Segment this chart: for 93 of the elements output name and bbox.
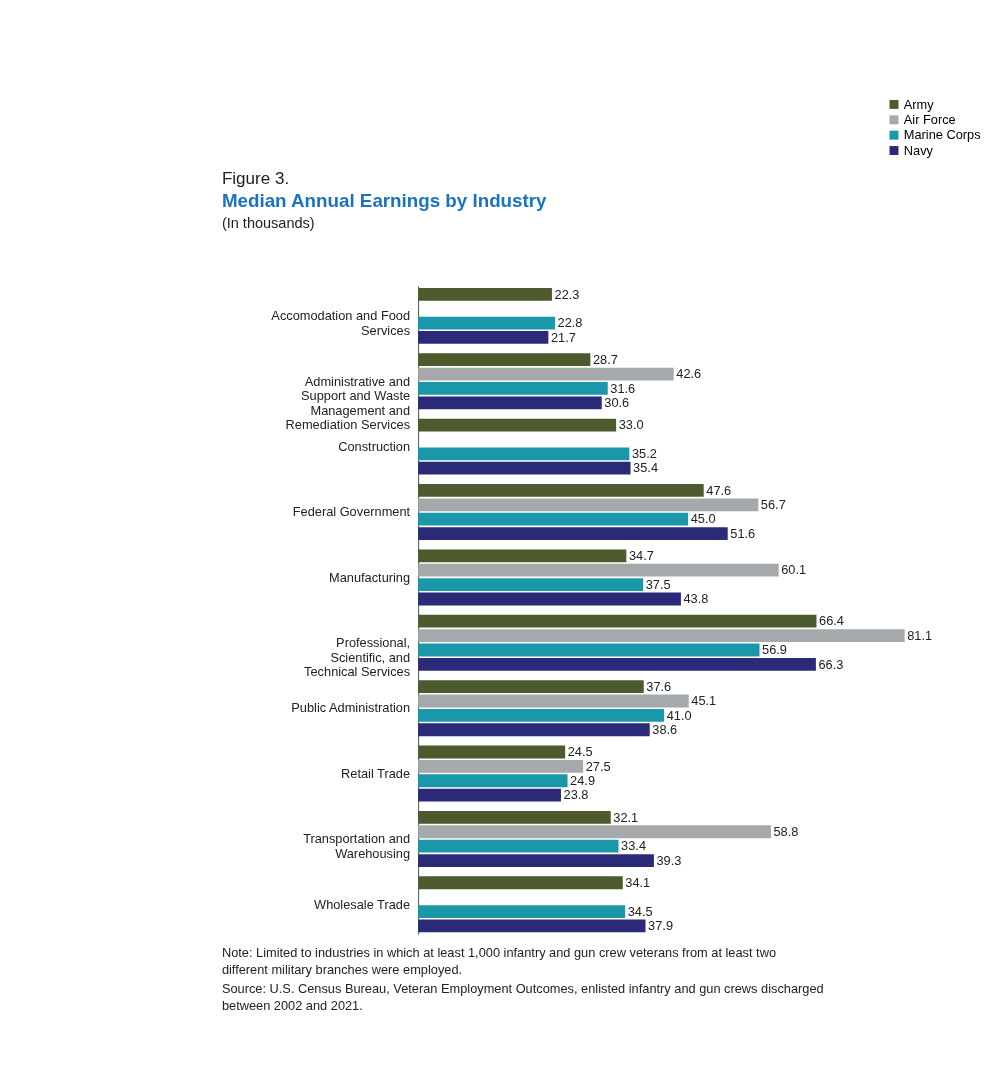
data-label: 43.8 (683, 591, 709, 607)
bar (418, 418, 617, 432)
bar (418, 810, 611, 824)
bar (418, 447, 630, 461)
data-label: 35.2 (631, 446, 657, 462)
bar (418, 592, 681, 606)
data-label: 21.7 (550, 329, 576, 345)
data-label: 34.1 (625, 875, 651, 891)
bar (418, 549, 627, 563)
bar (418, 774, 568, 788)
bar (418, 614, 817, 628)
y-tick-label: Professional, Scientific, and Technical Services (304, 635, 411, 680)
text: (In thousands) (221, 214, 315, 231)
data-label: 37.6 (646, 678, 672, 694)
data-label: 41.0 (666, 707, 692, 723)
data-label: 66.3 (818, 656, 844, 672)
source-note: Source: U.S. Census Bureau, Veteran Employment Outcomes, enlisted infantry and gun crews discharged between 2002 and 2021. (221, 981, 824, 1013)
data-label: 37.9 (648, 918, 674, 934)
y-tick-label: Federal Government (292, 504, 411, 520)
data-label: 31.6 (610, 380, 636, 396)
bar (418, 484, 704, 497)
data-label: 58.8 (773, 824, 799, 840)
data-label: 45.0 (690, 511, 716, 527)
data-label: 34.5 (627, 903, 653, 919)
legend-label: Army (903, 96, 935, 112)
bar (418, 708, 665, 722)
data-label: 56.9 (762, 642, 787, 658)
chart-title: Median Annual Earnings by Industry (221, 190, 548, 212)
legend-label: Air Force (903, 112, 956, 128)
bar (418, 331, 549, 344)
bar (418, 723, 650, 737)
data-label: 33.0 (618, 417, 644, 433)
bar (418, 919, 646, 933)
legend-label: Marine Corps (903, 127, 981, 143)
bar (418, 316, 555, 330)
legend-label: Navy (903, 142, 934, 158)
y-tick-label: Public Administration (291, 700, 411, 716)
bar (418, 839, 619, 853)
data-label: 28.7 (592, 351, 618, 367)
bar (418, 788, 561, 802)
data-label: 38.6 (652, 722, 678, 738)
data-label: 32.1 (613, 809, 639, 825)
bar (418, 629, 905, 643)
data-label: 42.6 (676, 366, 702, 382)
data-label: 33.4 (621, 838, 647, 854)
bar (418, 396, 602, 410)
data-label: 45.1 (691, 693, 717, 709)
data-label: 56.7 (760, 497, 786, 513)
bar (418, 657, 816, 671)
y-tick-label: Manufacturing (328, 569, 411, 585)
data-label: 24.9 (570, 773, 596, 789)
bar (418, 825, 771, 839)
bar (418, 643, 760, 657)
bar (418, 527, 728, 541)
data-label: 66.4 (819, 613, 844, 629)
bar (418, 905, 626, 918)
text: Note: Limited to industries in which at least 1,000 infantry and gun crew veterans from at least two different military branches were employed. (221, 945, 777, 977)
y-tick-label: Transportation and Warehousing (303, 831, 411, 861)
bar (418, 563, 779, 577)
bar (418, 367, 674, 381)
data-label: 51.6 (730, 525, 756, 541)
bar (418, 498, 759, 512)
bar (418, 854, 654, 867)
bar (418, 382, 608, 395)
bar (418, 759, 584, 773)
data-label: 35.4 (633, 460, 659, 476)
data-label: 47.6 (706, 482, 732, 498)
caption: Figure 3. (221, 169, 290, 189)
data-label: 22.3 (554, 286, 580, 302)
y-tick-label: Construction (338, 438, 411, 454)
y-tick-label: Retail Trade (341, 765, 411, 781)
data-label: 27.5 (585, 758, 611, 774)
bar (418, 461, 631, 475)
bar (418, 287, 552, 301)
bar (418, 578, 644, 592)
data-label: 34.7 (628, 548, 654, 564)
bar (418, 876, 623, 890)
data-label: 22.8 (557, 315, 583, 331)
data-label: 24.5 (567, 744, 593, 760)
bar (418, 353, 591, 367)
bar (418, 512, 689, 526)
y-tick-label: Administrative and Support and Waste Management and Remediation Services (285, 373, 411, 433)
data-label: 30.6 (604, 395, 630, 411)
bar (418, 745, 566, 759)
bar (418, 694, 689, 708)
data-label: 39.3 (656, 852, 682, 868)
data-label: 60.1 (781, 562, 807, 578)
y-tick-label: Accomodation and Food Services (271, 308, 411, 338)
y-tick-label: Wholesale Trade (314, 896, 411, 912)
data-label: 81.1 (907, 627, 933, 643)
data-label: 37.5 (645, 576, 671, 592)
bar (418, 680, 644, 694)
data-label: 23.8 (563, 787, 589, 803)
